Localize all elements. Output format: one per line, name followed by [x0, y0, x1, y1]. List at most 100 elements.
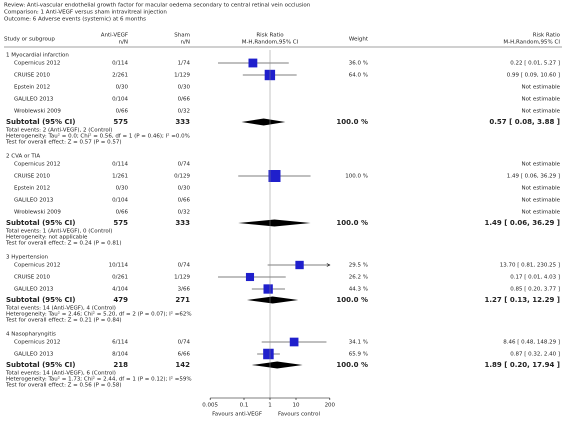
sham-events: 0/74 [178, 340, 191, 346]
weight: 65.9 % [349, 352, 368, 358]
vegf-events: 2/261 [112, 73, 128, 79]
study-name: GALILEO 2013 [14, 97, 54, 103]
group-note: Test for overall effect: Z = 0.57 (P = 0… [5, 140, 122, 146]
sham-events: 0/30 [178, 85, 191, 91]
subtotal-sham: 271 [175, 296, 190, 304]
subtotal-rr: 1.89 [ 0.20, 17.94 ] [485, 361, 561, 369]
subtotal-rr: 1.27 [ 0.13, 12.29 ] [485, 296, 561, 304]
group-note: Heterogeneity: Tau² = 2.46; Chi² = 5.20,… [6, 311, 192, 318]
comparison-line: Comparison: 1 Anti-VEGF versus sham intr… [4, 10, 167, 16]
subtotal-name: Subtotal (95% CI) [6, 296, 75, 304]
risk-ratio: 1.49 [ 0.06, 36.29 ] [507, 174, 560, 180]
vegf-events: 0/261 [112, 275, 128, 281]
col-weight: Weight [349, 37, 369, 43]
col-study: Study or subgroup [4, 37, 55, 43]
subtotal-name: Subtotal (95% CI) [6, 219, 75, 227]
sham-events: 0/32 [178, 109, 190, 115]
subtotal-vegf: 575 [113, 219, 128, 227]
tick-label: 1 [268, 403, 272, 409]
weight: 36.0 % [349, 61, 368, 67]
favours-left: Favours anti-VEGF [212, 412, 262, 418]
tick-label: 10 [293, 403, 300, 409]
group-title: 3 Hypertension [6, 255, 49, 261]
group-note: Heterogeneity: not applicable [6, 235, 88, 241]
group-note: Total events: 1 (Anti-VEGF), 0 (Control) [5, 229, 112, 235]
subtotal-diamond [238, 219, 311, 227]
col-rr: Risk Ratio [533, 33, 561, 39]
study-square [289, 337, 299, 347]
vegf-events: 0/104 [112, 97, 128, 103]
subtotal-weight: 100.0 % [336, 361, 368, 369]
weight: 100.0 % [345, 174, 368, 180]
vegf-events: 0/66 [116, 109, 129, 115]
vegf-events: 8/104 [112, 352, 128, 358]
subtotal-diamond [241, 118, 286, 126]
favours-right: Favours control [278, 412, 321, 418]
col-plot-sub: M-H,Random,95% CI [242, 40, 299, 46]
study-name: Copernicus 2012 [14, 340, 60, 346]
study-name: GALILEO 2013 [14, 287, 54, 293]
tick-label: 0.005 [202, 403, 218, 409]
risk-ratio: Not estimable [522, 85, 561, 91]
study-name: Wroblewski 2009 [14, 109, 61, 115]
group-title: 4 Nasopharyngitis [6, 332, 56, 338]
study-square [248, 58, 258, 68]
risk-ratio: 0.85 [ 0.20, 3.77 ] [510, 287, 560, 293]
group-title: 1 Myocardial infarction [6, 53, 69, 59]
ci-arrow [326, 263, 331, 267]
group-note: Test for overall effect: Z = 0.21 (P = 0… [5, 318, 122, 324]
subtotal-rr: 0.57 [ 0.08, 3.88 ] [489, 118, 560, 126]
sham-events: 0/74 [178, 162, 191, 168]
group-note: Total events: 2 (Anti-VEGF), 2 (Control) [5, 128, 112, 134]
weight: 34.1 % [349, 340, 368, 346]
col-plot: Risk Ratio [256, 33, 284, 39]
sham-events: 0/32 [178, 210, 190, 216]
study-name: GALILEO 2013 [14, 198, 54, 204]
tick-label: 200 [325, 403, 336, 409]
risk-ratio: 0.99 [ 0.09, 10.60 ] [507, 73, 560, 79]
group-note: Total events: 14 (Anti-VEGF), 6 (Control… [5, 371, 116, 377]
study-name: Copernicus 2012 [14, 162, 60, 168]
risk-ratio: Not estimable [522, 162, 561, 168]
subtotal-vegf: 218 [113, 361, 128, 369]
subtotal-weight: 100.0 % [336, 219, 368, 227]
group-note: Test for overall effect: Z = 0.24 (P = 0… [5, 241, 122, 247]
risk-ratio: 0.17 [ 0.01, 4.03 ] [510, 275, 560, 281]
group-note: Test for overall effect: Z = 0.56 (P = 0… [5, 383, 122, 389]
sham-events: 1/129 [174, 275, 190, 281]
group-note: Heterogeneity: Tau² = 0.0; Chi² = 0.56, … [6, 133, 190, 140]
vegf-events: 10/114 [109, 263, 129, 269]
risk-ratio: Not estimable [522, 109, 561, 115]
weight: 44.3 % [349, 287, 368, 293]
study-name: CRUISE 2010 [14, 174, 51, 180]
subtotal-sham: 333 [175, 219, 190, 227]
study-name: CRUISE 2010 [14, 275, 51, 281]
weight: 29.5 % [349, 263, 368, 269]
risk-ratio: Not estimable [522, 210, 561, 216]
study-name: GALILEO 2013 [14, 352, 54, 358]
study-name: Epstein 2012 [14, 85, 50, 91]
risk-ratio: Not estimable [522, 97, 561, 103]
sham-events: 0/129 [174, 174, 190, 180]
study-name: Epstein 2012 [14, 186, 50, 192]
col-sham: Sham [174, 33, 190, 39]
vegf-events: 0/66 [116, 210, 129, 216]
col-vegf: Anti-VEGF [101, 33, 128, 39]
vegf-events: 0/114 [112, 162, 128, 168]
vegf-events: 0/104 [112, 198, 128, 204]
risk-ratio: Not estimable [522, 186, 561, 192]
subtotal-diamond [246, 296, 299, 304]
risk-ratio: 0.87 [ 0.32, 2.40 ] [510, 352, 560, 358]
col-vegf-sub: n/N [119, 40, 128, 46]
subtotal-vegf: 575 [113, 118, 128, 126]
study-square [263, 348, 274, 360]
sham-events: 3/66 [178, 287, 191, 293]
sham-events: 0/74 [178, 263, 191, 269]
subtotal-weight: 100.0 % [336, 296, 368, 304]
subtotal-name: Subtotal (95% CI) [6, 118, 75, 126]
risk-ratio: 8.46 [ 0.48, 148.29 ] [503, 340, 560, 346]
subtotal-rr: 1.49 [ 0.06, 36.29 ] [485, 219, 561, 227]
vegf-events: 1/261 [112, 174, 128, 180]
vegf-events: 0/114 [112, 61, 128, 67]
